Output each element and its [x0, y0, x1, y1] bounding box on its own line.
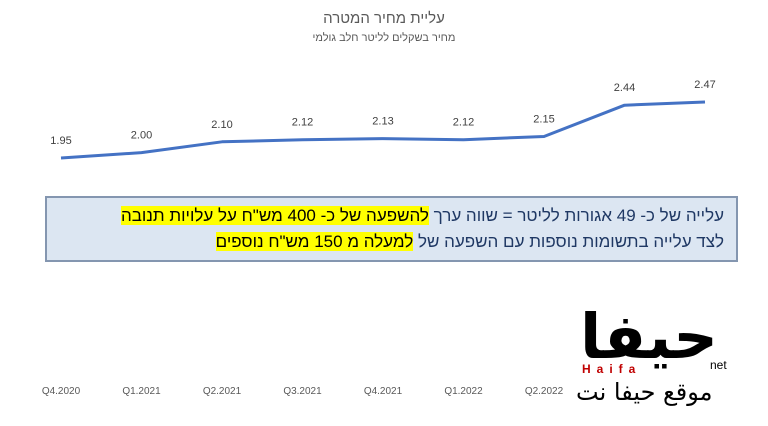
data-label: 2.10 [211, 119, 232, 131]
data-label: 2.12 [453, 117, 474, 129]
chart-title: עליית מחיר המטרה [323, 10, 445, 27]
callout-line-1: עלייה של כ- 49 אגורות לליטר = שווה ערך ל… [59, 203, 724, 229]
data-label: 1.95 [50, 135, 71, 147]
data-label: 2.47 [694, 79, 715, 91]
logo-latin: Haifa [582, 362, 642, 376]
callout-line-2-highlight: למעלה מ 150 מש"ח נוספים [215, 232, 414, 251]
callout-line-2: לצד עלייה בתשומות נוספות עם השפעה של למע… [59, 229, 724, 255]
callout-line-1-text: עלייה של כ- 49 אגורות לליטר = שווה ערך [428, 206, 724, 225]
x-tick-label: Q3.2021 [283, 386, 322, 397]
logo-subtitle: موقع حيفا نت [576, 378, 713, 406]
callout-line-1-highlight: להשפעה של כ- 400 מש"ח על עלויות תנובה [120, 206, 429, 225]
series-group [60, 100, 706, 160]
callout-line-2-text: לצד עלייה בתשומות נוספות עם השפעה של [413, 232, 724, 251]
x-tick-label: Q2.2022 [525, 386, 564, 397]
data-label: 2.44 [614, 82, 635, 94]
x-tick-label: Q1.2021 [122, 386, 161, 397]
data-label: 2.15 [533, 113, 554, 125]
logo-net: net [710, 358, 727, 372]
x-tick-label: Q4.2021 [364, 386, 403, 397]
chart-subtitle: מחיר בשקלים לליטר חלב גולמי [312, 32, 456, 44]
series-line [60, 100, 706, 160]
data-label: 2.00 [131, 130, 152, 142]
x-tick-label: Q1.2022 [444, 386, 483, 397]
logo-arabic: حيفا [580, 300, 718, 373]
x-tick-label: Q4.2020 [42, 386, 81, 397]
data-labels-group: 1.95 2.00 2.10 2.12 2.13 2.12 2.15 2.44 2.47 [50, 79, 715, 147]
data-label: 2.12 [292, 117, 313, 129]
callout-box: עלייה של כ- 49 אגורות לליטר = שווה ערך ל… [45, 196, 738, 262]
x-tick-label: Q2.2021 [203, 386, 242, 397]
data-label: 2.13 [372, 116, 393, 128]
haifa-net-logo: حيفا net Haifa موقع حيفا نت [568, 296, 768, 426]
